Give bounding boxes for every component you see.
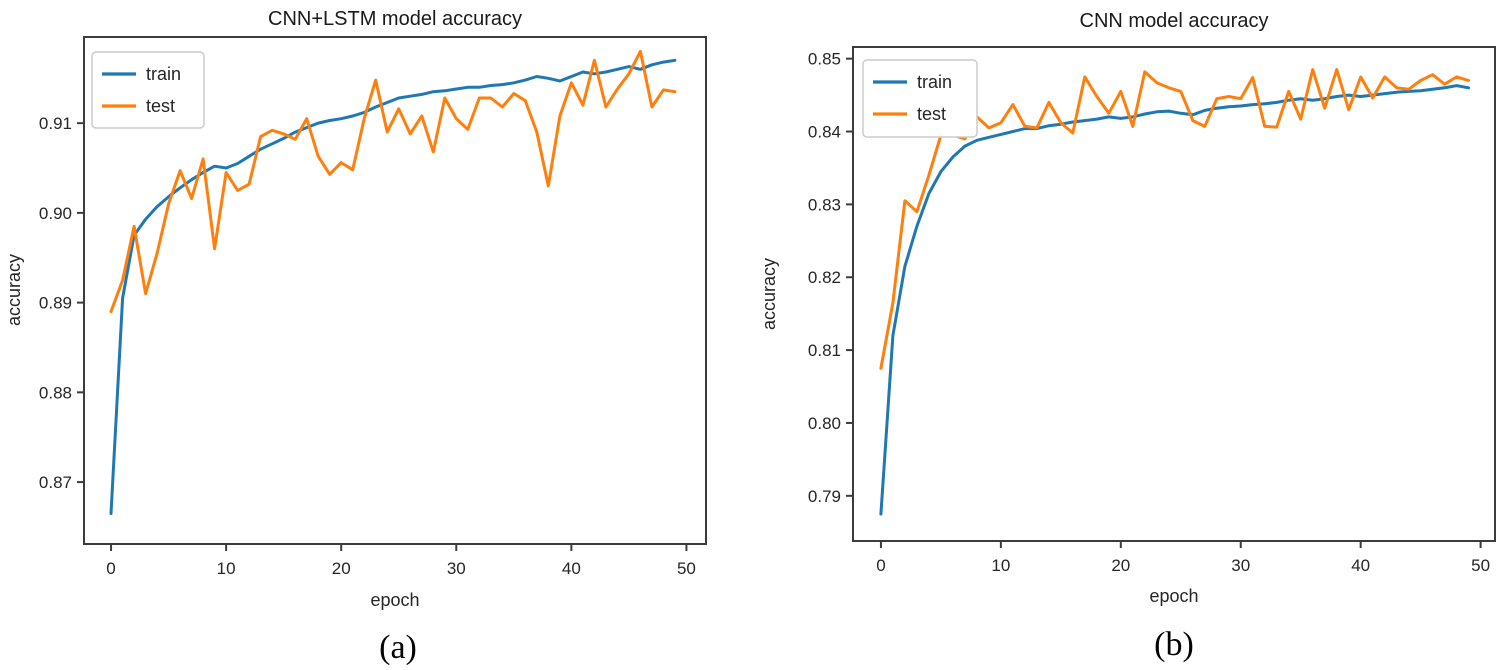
y-tick-label: 0.82: [808, 268, 841, 287]
x-tick-label: 20: [332, 559, 351, 578]
y-tick-label: 0.88: [39, 383, 72, 402]
chart-cnn-lstm-accuracy: CNN+LSTM model accuracy 0 10 20 30 40 500.870…: [4, 8, 707, 666]
axis-ticks: 0 10 20 30 40 50 0.79 0.80 0.81 0.82 0.83 0.84 0.85: [808, 50, 1490, 575]
x-tick-label: 10: [217, 559, 236, 578]
legend-label-train: train: [917, 72, 952, 92]
y-tick-label: 0.91: [39, 114, 72, 133]
chart-cnn-accuracy: CNN model accuracy 0 10 20 30 40 50 0.79 0.80 0.…: [759, 10, 1496, 663]
x-tick-label: 0: [876, 556, 885, 575]
chart-title: CNN model accuracy: [1080, 10, 1269, 32]
line-test: [109, 49, 677, 314]
legend-box: [862, 59, 978, 138]
x-tick-label: 10: [991, 556, 1010, 575]
x-tick-label: 40: [1351, 556, 1370, 575]
legend: train test: [91, 51, 205, 129]
legend: train test: [862, 59, 978, 138]
x-axis-label: epoch: [1149, 586, 1198, 606]
x-axis-label: epoch: [370, 590, 419, 610]
x-tick-label: 30: [1231, 556, 1250, 575]
line-train: [879, 84, 1471, 516]
y-tick-label: 0.87: [39, 473, 72, 492]
x-tick-label: 0: [106, 559, 115, 578]
y-tick-label: 0.84: [808, 123, 841, 142]
y-tick-label: 0.81: [808, 341, 841, 360]
axis-ticks: 0 10 20 30 40 50 0.87 0.88 0.89 0.90 0.91: [39, 114, 696, 578]
x-tick-label: 30: [447, 559, 466, 578]
y-tick-label: 0.89: [39, 294, 72, 313]
plot-area: [852, 46, 1496, 542]
y-tick-label: 0.80: [808, 414, 841, 433]
y-tick-label: 0.83: [808, 195, 841, 214]
y-tick-label: 0.85: [808, 50, 841, 69]
subfigure-caption-a: (a): [379, 629, 417, 666]
legend-label-test: test: [146, 96, 175, 116]
legend-label-test: test: [917, 104, 946, 124]
x-tick-label: 50: [1471, 556, 1490, 575]
x-tick-label: 20: [1111, 556, 1130, 575]
series-lines: [879, 68, 1471, 516]
subfigure-caption-b: (b): [1154, 626, 1194, 663]
y-tick-label: 0.90: [39, 204, 72, 223]
y-axis-label: accuracy: [4, 254, 24, 326]
y-tick-label: 0.79: [808, 487, 841, 506]
plot-area: [83, 36, 707, 545]
series-lines: [109, 49, 677, 515]
x-tick-label: 40: [562, 559, 581, 578]
line-test: [879, 68, 1471, 370]
chart-title: CNN+LSTM model accuracy: [268, 8, 522, 30]
legend-box: [91, 51, 205, 129]
x-tick-label: 50: [677, 559, 696, 578]
legend-label-train: train: [146, 64, 181, 84]
y-axis-label: accuracy: [759, 258, 779, 330]
